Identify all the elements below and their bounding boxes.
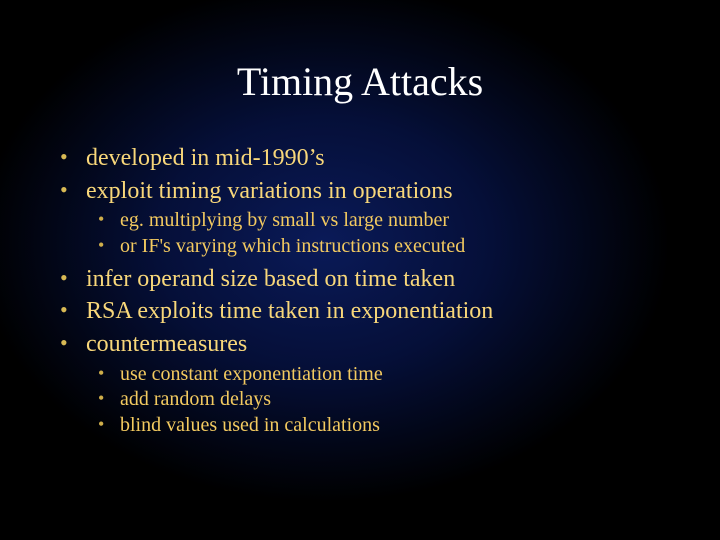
sub-bullet-text: or IF's varying which instructions execu… — [120, 235, 465, 257]
sub-bullet-item: blind values used in calculations — [86, 413, 670, 439]
sub-bullet-text: eg. multiplying by small vs large number — [120, 209, 449, 231]
bullet-text: countermeasures — [86, 331, 247, 357]
bullet-list: developed in mid-1990’s exploit timing v… — [50, 143, 670, 439]
bullet-item: developed in mid-1990’s — [50, 143, 670, 174]
slide-title: Timing Attacks — [50, 58, 670, 105]
bullet-item: exploit timing variations in operations … — [50, 176, 670, 260]
sub-bullet-text: add random delays — [120, 388, 271, 410]
sub-bullet-item: use constant exponentiation time — [86, 362, 670, 388]
bullet-text: RSA exploits time taken in exponentiatio… — [86, 298, 493, 324]
sub-bullet-text: use constant exponentiation time — [120, 363, 383, 385]
bullet-text: infer operand size based on time taken — [86, 266, 455, 292]
sub-bullet-text: blind values used in calculations — [120, 414, 380, 436]
bullet-item: infer operand size based on time taken — [50, 264, 670, 295]
sub-bullet-item: add random delays — [86, 387, 670, 413]
bullet-item: RSA exploits time taken in exponentiatio… — [50, 296, 670, 327]
slide: Timing Attacks developed in mid-1990’s e… — [0, 0, 720, 540]
sub-bullet-item: eg. multiplying by small vs large number — [86, 208, 670, 234]
sub-bullet-list: use constant exponentiation time add ran… — [86, 362, 670, 439]
bullet-text: developed in mid-1990’s — [86, 145, 325, 171]
bullet-text: exploit timing variations in operations — [86, 178, 453, 204]
sub-bullet-item: or IF's varying which instructions execu… — [86, 234, 670, 260]
bullet-item: countermeasures use constant exponentiat… — [50, 329, 670, 439]
sub-bullet-list: eg. multiplying by small vs large number… — [86, 208, 670, 259]
